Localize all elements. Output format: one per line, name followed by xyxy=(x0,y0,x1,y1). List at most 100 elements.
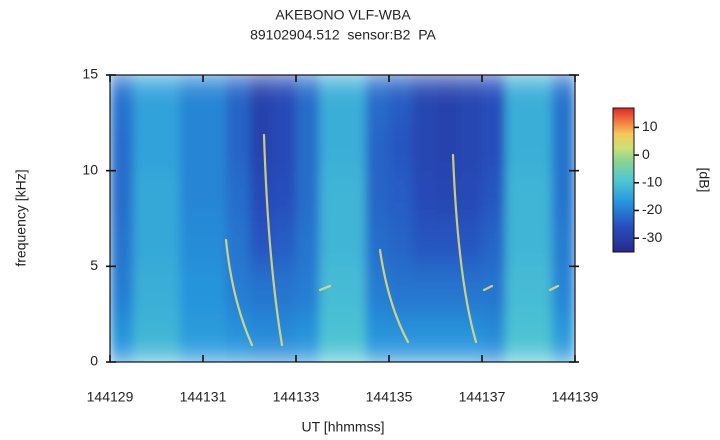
x-axis-label: UT [hhmmss] xyxy=(302,419,385,435)
spectrogram-cell xyxy=(133,314,157,362)
spectrogram-cell xyxy=(179,314,204,362)
spectrogram-cell xyxy=(133,170,157,219)
spectrogram-cell xyxy=(435,122,460,172)
spectrogram-cell xyxy=(156,122,181,172)
spectrogram-cell xyxy=(528,314,553,362)
spectrogram-cell xyxy=(365,122,390,172)
spectrogram-cell xyxy=(342,266,367,315)
spectrogram-cell xyxy=(528,170,553,219)
spectrogram-cell xyxy=(458,314,483,362)
spectrogram-cell xyxy=(179,170,204,219)
spectrogram-cell xyxy=(505,266,529,315)
spectrogram-cell xyxy=(203,122,227,172)
spectrogram-cell xyxy=(342,170,367,219)
spectrogram-cell xyxy=(179,75,204,124)
x-tick-label: 144133 xyxy=(273,389,320,405)
spectrogram-cell xyxy=(319,314,343,362)
spectrogram-cell xyxy=(156,314,181,362)
x-tick-label: 144129 xyxy=(87,389,134,405)
spectrogram-cell xyxy=(412,75,436,124)
spectrogram-cell xyxy=(551,122,575,172)
spectrogram-cell xyxy=(249,170,274,219)
spectrogram-cell xyxy=(389,170,413,219)
spectrogram-cell xyxy=(551,170,575,219)
spectrogram-cell xyxy=(272,314,297,362)
spectrogram-cell xyxy=(249,75,274,124)
spectrogram-cell xyxy=(505,170,529,219)
y-tick-label: 10 xyxy=(82,161,98,177)
spectrogram-cell xyxy=(389,314,413,362)
spectrogram-cell xyxy=(412,218,436,267)
spectrogram-cell xyxy=(156,266,181,315)
spectrogram-cell xyxy=(458,266,483,315)
spectrogram-cell xyxy=(412,170,436,219)
spectrogram-cell xyxy=(319,170,343,219)
spectrogram-cell xyxy=(482,314,506,362)
spectrogram-cell xyxy=(458,122,483,172)
spectrogram-cell xyxy=(156,75,181,124)
emission-patch xyxy=(482,284,494,292)
spectrogram-cell xyxy=(203,218,227,267)
spectrogram-cell xyxy=(365,75,390,124)
spectrogram-cell xyxy=(133,122,157,172)
spectrogram-cell xyxy=(342,218,367,267)
spectrogram-cell xyxy=(296,75,320,124)
whistler-trace xyxy=(378,248,410,344)
spectrogram-cell xyxy=(249,314,274,362)
spectrogram-cell xyxy=(365,314,390,362)
whistler-trace xyxy=(262,133,284,347)
spectrogram-cell xyxy=(226,75,250,124)
spectrogram-cell xyxy=(226,218,250,267)
spectrogram-cell xyxy=(319,122,343,172)
spectrogram-cell xyxy=(203,266,227,315)
spectrogram-cell xyxy=(226,170,250,219)
spectrogram-cell xyxy=(272,75,297,124)
spectrogram-cell xyxy=(389,218,413,267)
spectrogram-cell xyxy=(482,170,506,219)
spectrogram-cell xyxy=(110,170,134,219)
spectrogram-cell xyxy=(272,122,297,172)
spectrogram-cell xyxy=(365,218,390,267)
spectrogram-cell xyxy=(342,75,367,124)
spectrogram-cell xyxy=(226,314,250,362)
spectrogram-cell xyxy=(458,170,483,219)
spectrogram-cell xyxy=(249,218,274,267)
spectrogram-cell xyxy=(365,170,390,219)
spectrogram-cell xyxy=(505,314,529,362)
spectrogram-cell xyxy=(389,266,413,315)
spectrogram-cell xyxy=(249,122,274,172)
spectrogram-cell xyxy=(133,218,157,267)
colorbar-tick-label: 10 xyxy=(642,118,658,134)
colorbar-tick-label: -10 xyxy=(642,173,662,189)
whistler-traces xyxy=(224,133,560,347)
spectrogram-cell xyxy=(133,75,157,124)
spectrogram-cell xyxy=(551,218,575,267)
spectrogram-cell xyxy=(505,75,529,124)
x-tick-label: 144137 xyxy=(459,389,506,405)
emission-patch xyxy=(318,284,332,292)
spectrogram-cell xyxy=(482,218,506,267)
spectrogram-cell xyxy=(505,218,529,267)
whistler-trace xyxy=(451,153,478,344)
spectrogram-cell xyxy=(435,218,460,267)
spectrogram-cell xyxy=(482,122,506,172)
spectrogram-cell xyxy=(528,75,553,124)
spectrogram-cell xyxy=(435,266,460,315)
spectrogram-cell xyxy=(156,170,181,219)
spectrogram-cell xyxy=(482,75,506,124)
y-tick-label: 5 xyxy=(90,257,98,273)
spectrogram-cell xyxy=(133,266,157,315)
spectrogram-cell xyxy=(528,266,553,315)
x-tick-label: 144131 xyxy=(180,389,227,405)
spectrogram-cell xyxy=(272,170,297,219)
whistler-trace xyxy=(224,238,254,347)
spectrogram-cell xyxy=(110,122,134,172)
spectrogram-cell xyxy=(110,218,134,267)
spectrogram-cell xyxy=(551,266,575,315)
spectrogram-cell xyxy=(319,266,343,315)
colorbar-tick-label: -30 xyxy=(642,229,662,245)
spectrogram-cell xyxy=(203,75,227,124)
colorbar-tick-label: -20 xyxy=(642,201,662,217)
spectrogram-cell xyxy=(272,218,297,267)
